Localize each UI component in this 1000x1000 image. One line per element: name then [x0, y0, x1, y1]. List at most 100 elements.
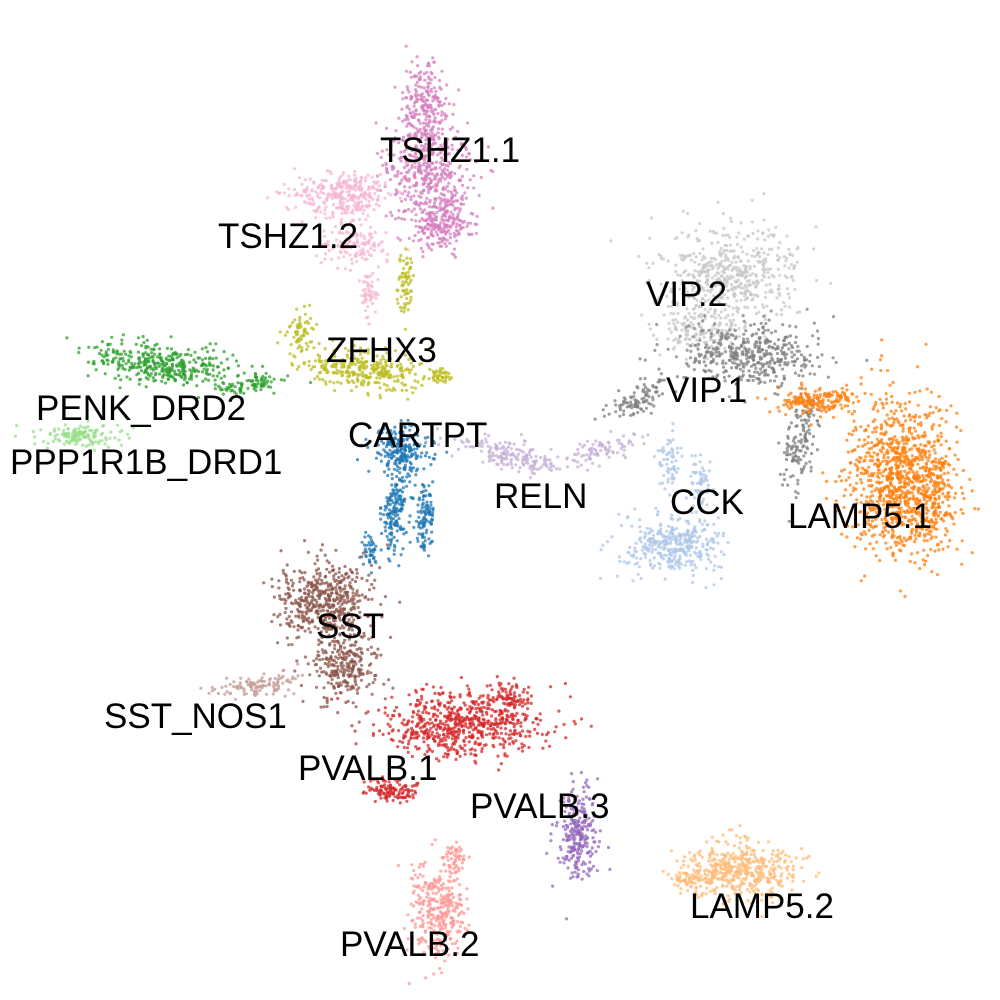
cell-point [408, 70, 412, 74]
cell-point [616, 451, 620, 455]
cell-point [121, 359, 125, 363]
cell-point [639, 576, 643, 581]
cell-point [395, 483, 399, 487]
cell-point [433, 119, 437, 123]
cell-point [729, 216, 733, 220]
cell-point [451, 213, 455, 217]
cell-point [222, 381, 226, 386]
cell-point [678, 541, 682, 545]
cell-point [653, 348, 657, 352]
cell-point [370, 540, 374, 544]
cell-point [605, 452, 609, 456]
cell-point [429, 144, 433, 148]
cell-point [448, 171, 452, 175]
cell-point [368, 204, 372, 208]
cell-point [778, 472, 783, 476]
cell-point [506, 462, 510, 466]
cell-point [390, 531, 394, 535]
cell-point [175, 373, 179, 377]
cell-point [719, 316, 723, 320]
cell-point [736, 273, 740, 277]
cell-point [214, 356, 218, 360]
cell-point [640, 548, 644, 552]
cell-point [701, 319, 705, 323]
cell-point [385, 384, 389, 388]
cell-point [820, 353, 824, 357]
cell-point [285, 205, 289, 209]
cell-point [793, 287, 797, 292]
cell-point [659, 372, 664, 376]
cell-point [146, 353, 151, 357]
cell-point [669, 539, 673, 543]
cell-point [395, 506, 399, 510]
cell-point [548, 458, 552, 462]
cell-point [757, 251, 761, 255]
cell-point [349, 246, 353, 250]
cell-point [153, 352, 157, 356]
cell-point [164, 356, 168, 360]
cell-point [808, 353, 812, 357]
cell-point [330, 230, 334, 234]
cell-point [400, 156, 404, 160]
cell-point [708, 264, 712, 268]
cell-point [716, 200, 720, 204]
cell-point [783, 336, 787, 340]
cell-point [805, 439, 809, 443]
cell-point [457, 232, 461, 236]
cell-point [299, 337, 303, 342]
cell-point [457, 218, 461, 222]
cell-point [366, 214, 370, 218]
cell-point [323, 208, 327, 212]
cell-point [728, 358, 732, 362]
cell-point [685, 318, 690, 322]
cell-point [366, 293, 370, 297]
cell-point [434, 218, 439, 222]
cell-point [652, 404, 656, 408]
cell-point [405, 170, 409, 175]
cell-point [434, 225, 438, 229]
cell-point [419, 171, 423, 175]
cell-point [622, 448, 626, 452]
cell-point [645, 526, 649, 531]
cell-point [339, 381, 343, 385]
cell-point [458, 207, 462, 211]
cell-point [778, 363, 782, 367]
cell-point [449, 224, 453, 228]
cell-point [200, 358, 205, 362]
cell-point [366, 249, 370, 253]
cell-point [359, 381, 363, 385]
cell-point [383, 181, 387, 185]
cell-point [780, 483, 785, 487]
cell-point [789, 263, 794, 267]
cell-point [316, 186, 320, 190]
cell-point [297, 318, 302, 322]
cell-point [437, 177, 441, 181]
cell-point [425, 500, 429, 504]
cell-point [644, 399, 648, 403]
cell-point [376, 194, 381, 198]
cell-point [431, 506, 435, 510]
cell-point [685, 540, 689, 544]
cell-point [422, 522, 426, 526]
cell-point [264, 371, 268, 375]
cell-point [456, 148, 460, 152]
cell-point [290, 363, 294, 367]
cell-point [685, 533, 689, 537]
cell-point [619, 524, 624, 528]
cell-point [347, 380, 351, 384]
cell-point [348, 232, 352, 236]
cell-point [726, 258, 731, 262]
cell-point [324, 242, 328, 246]
cell-point [715, 362, 719, 366]
cell-point [806, 418, 811, 423]
cell-point [417, 129, 421, 133]
cell-point [355, 233, 359, 237]
cell-point [367, 185, 371, 190]
cell-point [809, 469, 813, 473]
cell-point [315, 322, 319, 326]
cell-point [385, 463, 389, 467]
cell-point [162, 373, 166, 377]
cell-point [409, 289, 413, 293]
cell-point [322, 229, 326, 233]
cell-point [378, 241, 382, 245]
